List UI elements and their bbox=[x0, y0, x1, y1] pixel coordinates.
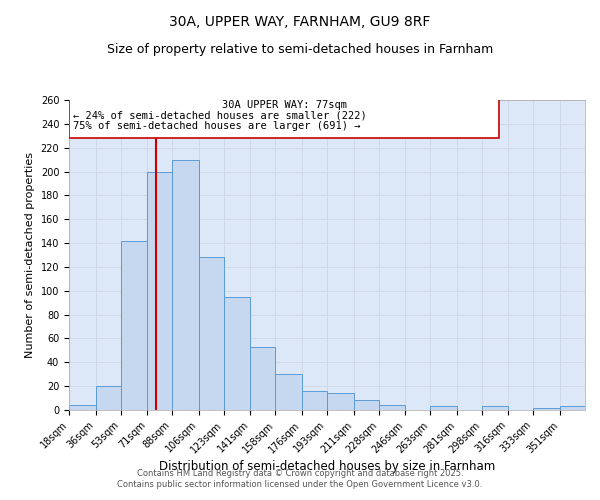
Bar bbox=[95, 386, 121, 410]
Text: 75% of semi-detached houses are larger (691) →: 75% of semi-detached houses are larger (… bbox=[73, 122, 361, 132]
Bar bbox=[121, 240, 147, 410]
Text: Contains HM Land Registry data © Crown copyright and database right 2025.: Contains HM Land Registry data © Crown c… bbox=[137, 468, 463, 477]
Bar bbox=[69, 405, 95, 410]
Text: Size of property relative to semi-detached houses in Farnham: Size of property relative to semi-detach… bbox=[107, 42, 493, 56]
Bar bbox=[353, 400, 379, 410]
FancyBboxPatch shape bbox=[69, 98, 499, 138]
Bar bbox=[327, 394, 353, 410]
Bar bbox=[199, 258, 224, 410]
Text: 30A, UPPER WAY, FARNHAM, GU9 8RF: 30A, UPPER WAY, FARNHAM, GU9 8RF bbox=[169, 15, 431, 29]
Y-axis label: Number of semi-detached properties: Number of semi-detached properties bbox=[25, 152, 35, 358]
Text: 30A UPPER WAY: 77sqm: 30A UPPER WAY: 77sqm bbox=[222, 100, 347, 110]
Text: ← 24% of semi-detached houses are smaller (222): ← 24% of semi-detached houses are smalle… bbox=[73, 110, 367, 120]
X-axis label: Distribution of semi-detached houses by size in Farnham: Distribution of semi-detached houses by … bbox=[159, 460, 495, 473]
Bar bbox=[224, 296, 250, 410]
Bar bbox=[379, 405, 405, 410]
Bar bbox=[147, 172, 172, 410]
Bar bbox=[560, 406, 585, 410]
Bar bbox=[172, 160, 199, 410]
Text: Contains public sector information licensed under the Open Government Licence v3: Contains public sector information licen… bbox=[118, 480, 482, 489]
Bar bbox=[430, 406, 457, 410]
Bar bbox=[533, 408, 560, 410]
Bar bbox=[482, 406, 508, 410]
Bar bbox=[250, 347, 275, 410]
Bar bbox=[302, 391, 327, 410]
Bar bbox=[275, 374, 302, 410]
